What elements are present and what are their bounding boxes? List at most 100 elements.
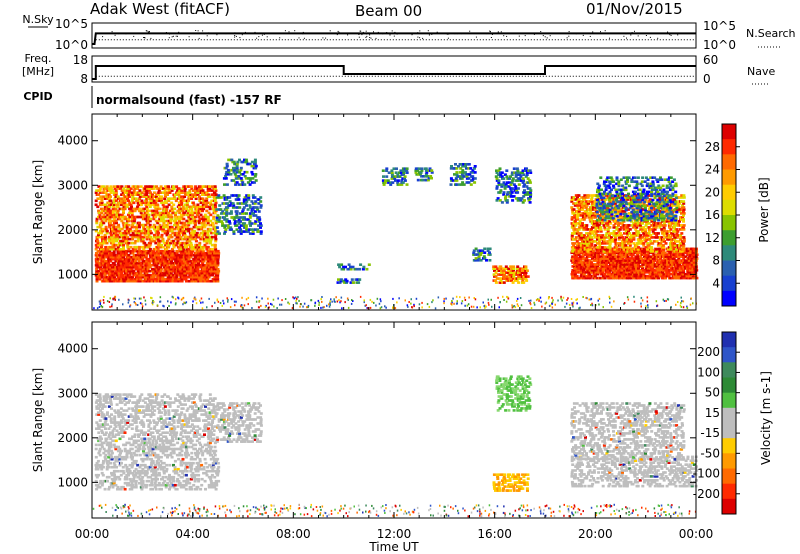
scatter-cell <box>482 255 486 258</box>
nsky-noise-dot <box>168 37 170 39</box>
nsky-noise-dot <box>114 34 116 36</box>
scatter-cell <box>684 255 688 258</box>
scatter-cell <box>165 233 169 237</box>
scatter-cell <box>405 167 409 170</box>
scatter-cell <box>248 212 252 215</box>
scatter-cell <box>165 215 168 219</box>
scatter-cell <box>125 253 129 257</box>
scatter-cell <box>100 231 103 235</box>
scatter-cell <box>592 216 596 219</box>
scatter-cell <box>612 230 616 233</box>
scatter-cell <box>118 217 122 221</box>
scatter-cell <box>154 201 158 205</box>
scatter-cell <box>581 236 585 239</box>
scatter-cell <box>148 223 152 227</box>
scatter-cell <box>587 216 591 219</box>
scatter-cell <box>187 267 191 271</box>
scatter-cell <box>689 257 692 260</box>
scatter-cell <box>95 267 99 271</box>
scatter-cell <box>687 259 691 262</box>
scatter-cell <box>212 253 216 257</box>
scatter-cell <box>494 175 498 178</box>
scatter-cell <box>95 261 99 265</box>
scatter-cell <box>172 267 176 271</box>
scatter-cell <box>517 273 521 276</box>
scatter-cell <box>665 269 669 272</box>
scatter-cell <box>506 193 509 196</box>
scatter-cell <box>102 207 106 211</box>
scatter-cell <box>191 213 194 217</box>
scatter-cell <box>109 267 113 271</box>
scatter-cell <box>123 263 127 267</box>
scatter-cell <box>570 208 574 211</box>
scatter-cell <box>613 236 617 239</box>
scatter-cell <box>191 237 195 241</box>
nsky-noise-dot <box>102 36 104 38</box>
scatter-cell <box>136 215 140 219</box>
scatter-cell <box>126 245 130 249</box>
scatter-cell <box>148 269 152 273</box>
scatter-cell <box>114 247 118 251</box>
scatter-cell <box>660 276 664 280</box>
scatter-cell <box>572 230 576 233</box>
scatter-cell <box>214 205 217 209</box>
nsky-tick-bottom: 10^0 <box>55 38 88 52</box>
scatter-cell <box>500 175 504 178</box>
scatter-cell <box>626 251 630 255</box>
scatter-cell <box>259 206 263 209</box>
scatter-cell <box>454 163 457 166</box>
scatter-cell <box>648 263 652 266</box>
scatter-cell <box>166 263 170 267</box>
scatter-cell <box>673 269 677 272</box>
scatter-cell <box>588 255 592 258</box>
scatter-cell <box>96 259 100 263</box>
scatter-cell <box>196 191 200 194</box>
scatter-cell <box>212 257 216 261</box>
scatter-cell <box>145 259 149 263</box>
scatter-cell <box>658 272 662 276</box>
nsky-noise-dot <box>670 34 672 36</box>
scatter-cell <box>592 259 596 262</box>
scatter-cell <box>254 179 258 182</box>
scatter-cell <box>612 267 616 270</box>
scatter-cell <box>511 177 515 180</box>
nsky-noise-dot <box>256 32 258 34</box>
scatter-cell <box>474 257 478 260</box>
scatter-cell <box>601 220 605 223</box>
scatter-cell <box>395 167 398 170</box>
scatter-cell <box>570 218 574 221</box>
nsky-noise-dot <box>172 35 174 37</box>
scatter-cell <box>187 197 191 200</box>
scatter-cell <box>518 271 522 274</box>
scatter-cell <box>210 231 214 235</box>
scatter-cell <box>106 201 110 205</box>
scatter-cell <box>676 251 680 255</box>
scatter-cell <box>214 209 218 213</box>
scatter-cell <box>521 277 525 280</box>
scatter-cell <box>151 211 155 215</box>
scatter-cell <box>667 271 671 274</box>
scatter-cell <box>186 239 190 243</box>
scatter-cell <box>157 241 161 245</box>
scatter-cell <box>416 169 420 172</box>
scatter-cell <box>670 255 673 258</box>
scatter-cell <box>528 179 532 182</box>
scatter-cell <box>505 267 509 270</box>
scatter-cell <box>201 203 205 207</box>
scatter-cell <box>94 253 98 257</box>
scatter-cell <box>119 259 123 263</box>
scatter-cell <box>599 246 602 249</box>
scatter-cell <box>574 236 578 239</box>
scatter-cell <box>184 275 188 279</box>
scatter-cell <box>128 229 131 233</box>
scatter-cell <box>118 235 122 239</box>
scatter-cell <box>208 247 212 251</box>
scatter-cell <box>337 278 340 281</box>
scatter-cell <box>525 279 529 282</box>
scatter-cell <box>506 271 510 274</box>
scatter-cell <box>243 183 247 186</box>
scatter-cell <box>118 227 122 231</box>
scatter-cell <box>195 259 199 263</box>
scatter-cell <box>498 267 502 270</box>
scatter-cell <box>167 203 171 207</box>
